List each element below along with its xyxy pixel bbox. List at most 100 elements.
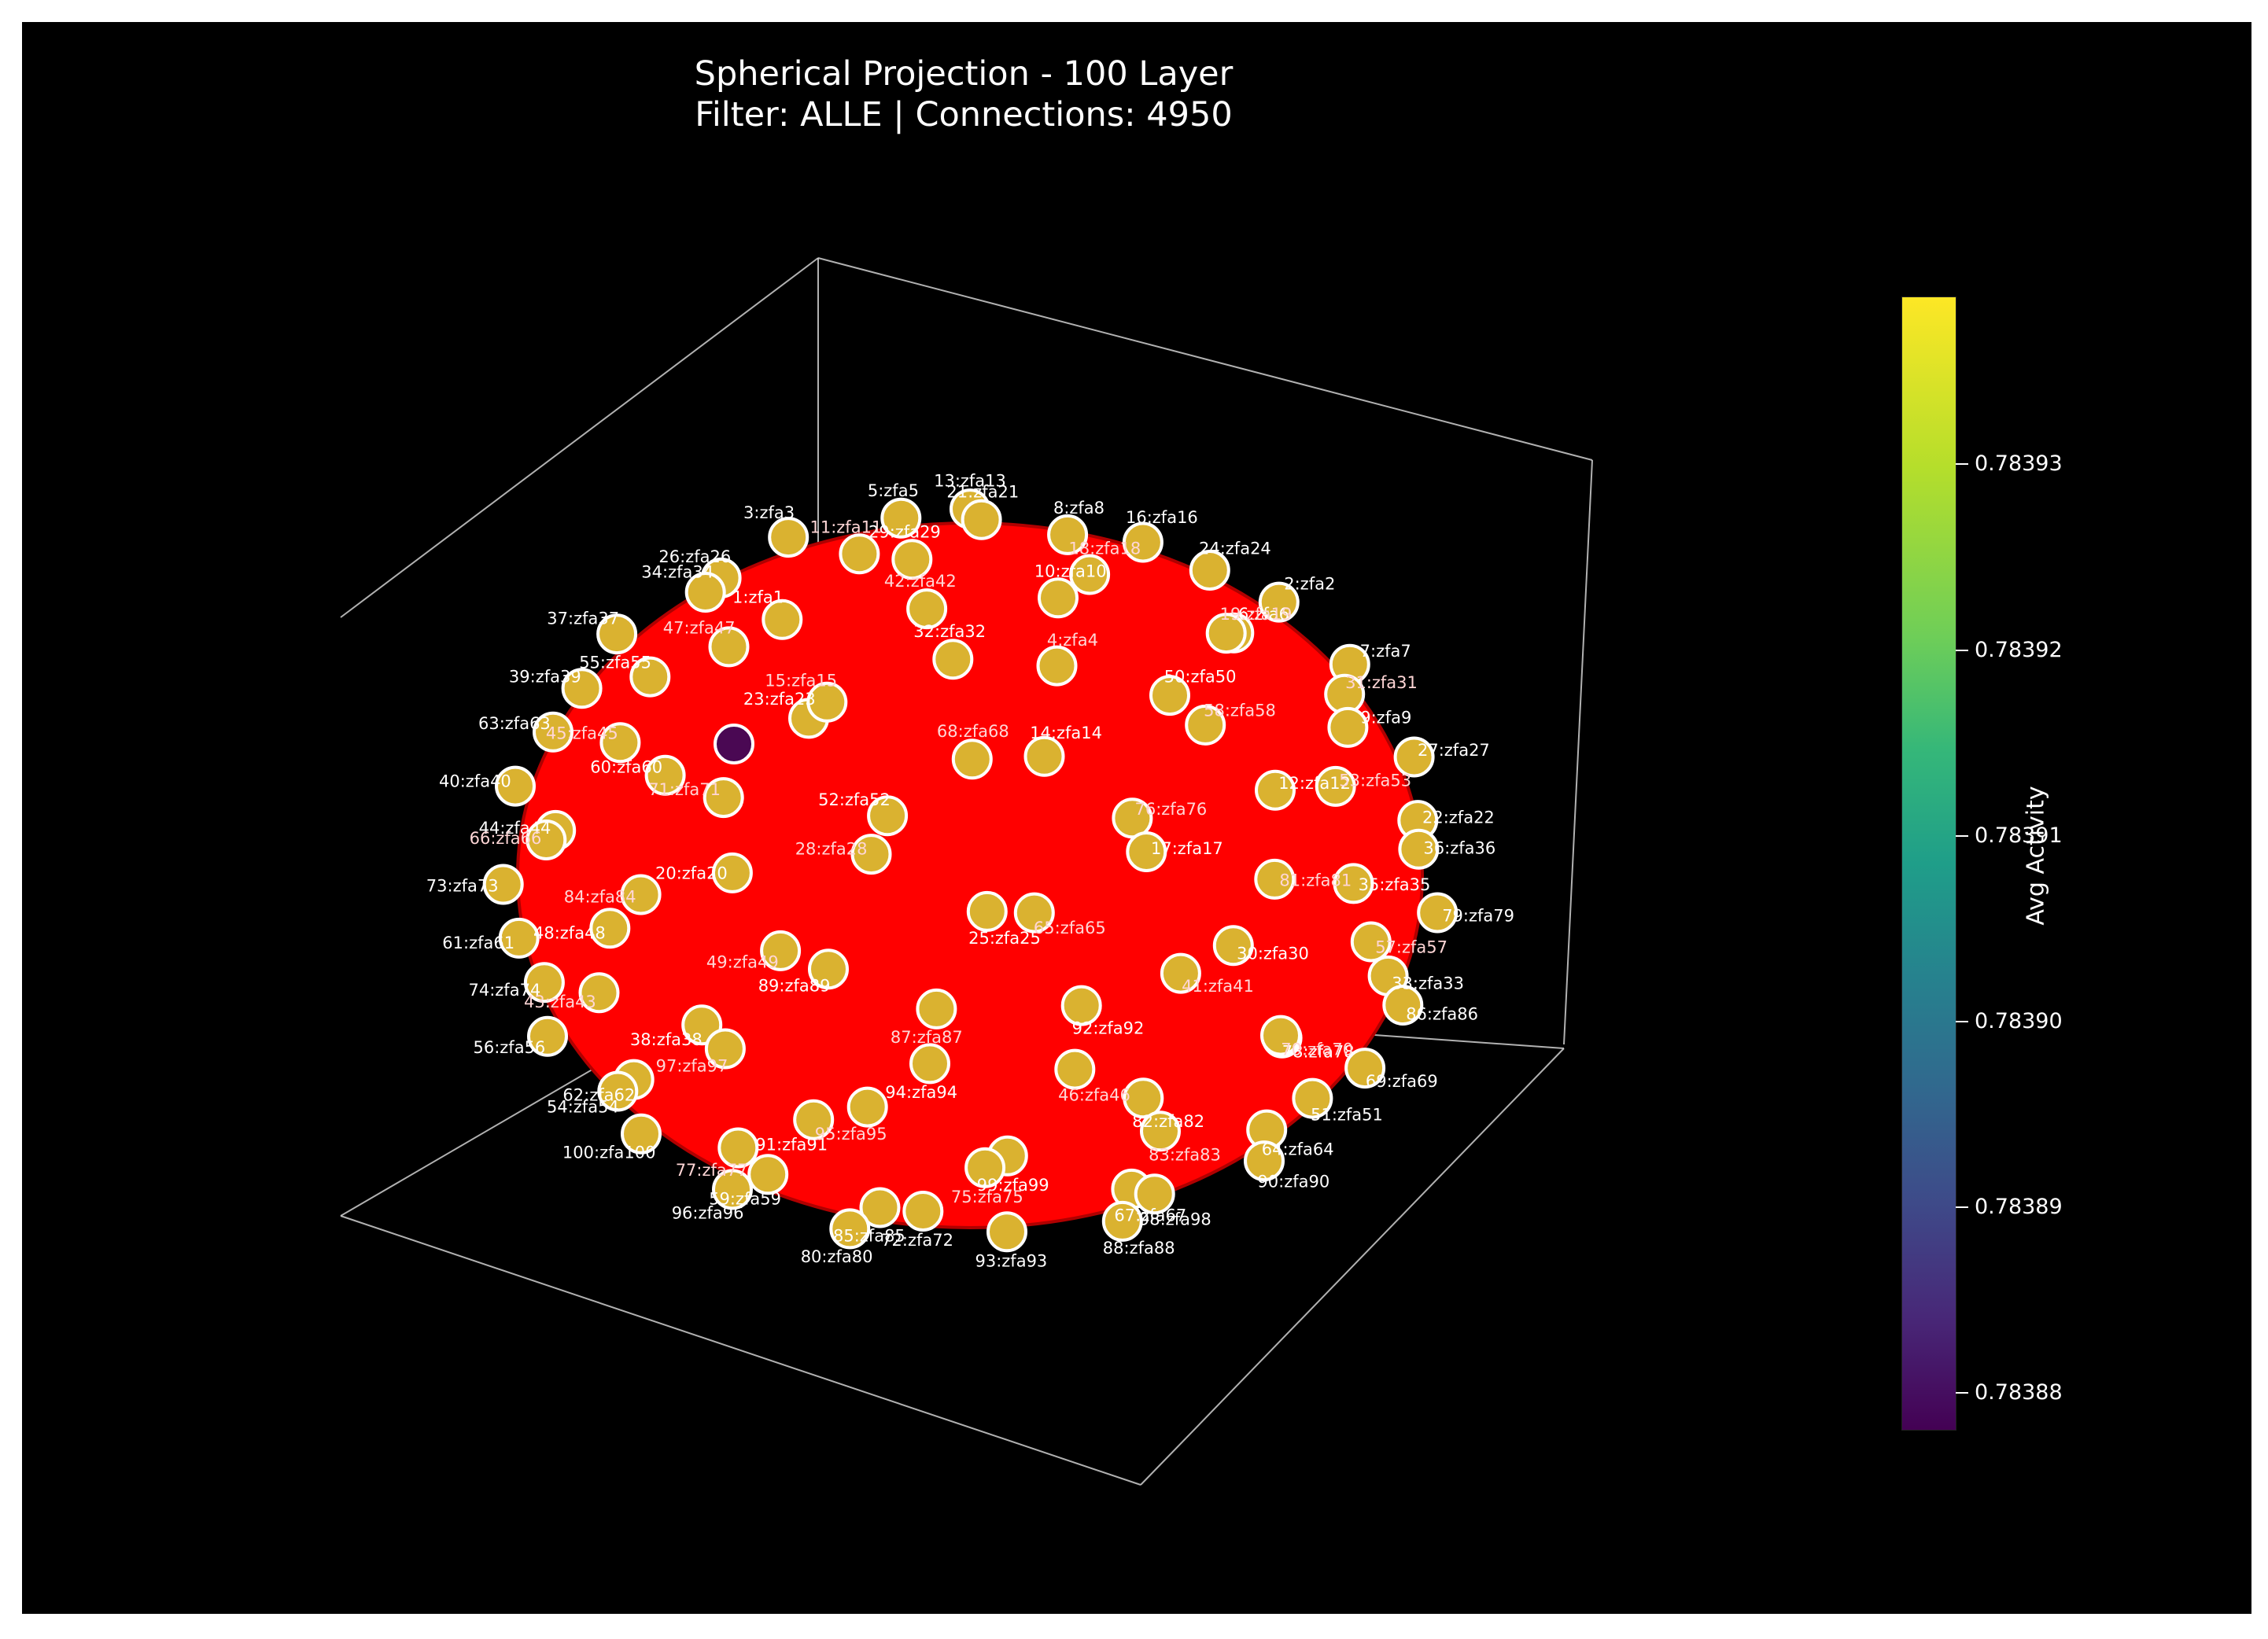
node-label: 24:zfa24 [1199, 539, 1271, 558]
node-label: 6:zfa6 [1238, 605, 1289, 624]
node-label: 78:zfa78 [1282, 1043, 1355, 1062]
node-point [495, 765, 536, 807]
colorbar-tick-label: 0.78390 [1975, 1008, 2063, 1033]
node-label: 22:zfa22 [1422, 808, 1495, 827]
node-point [1122, 521, 1164, 563]
node-label: 93:zfa93 [975, 1252, 1047, 1271]
node-label: 92:zfa92 [1072, 1018, 1145, 1037]
node-label: 25:zfa25 [968, 929, 1041, 948]
node-point [1393, 736, 1435, 778]
node-point [527, 1015, 568, 1057]
node-label: 53:zfa53 [1339, 771, 1411, 790]
node-label: 13:zfa13 [934, 472, 1006, 491]
node-point [1054, 1048, 1096, 1090]
node-label: 21:zfa21 [946, 482, 1019, 501]
node-label: 90:zfa90 [1257, 1172, 1329, 1191]
node-label: 10:zfa10 [1034, 562, 1107, 581]
node-label: 12:zfa12 [1278, 774, 1351, 793]
node-label: 80:zfa80 [801, 1247, 873, 1266]
node-point [621, 1113, 662, 1155]
node-point [839, 533, 880, 575]
node-point [891, 539, 933, 580]
node-label: 45:zfa45 [546, 724, 618, 742]
node-point [1101, 1200, 1143, 1242]
node-point [1185, 704, 1226, 746]
node-point [703, 777, 744, 819]
colorbar-tick-mark [1956, 1020, 1968, 1022]
node-point [1344, 1048, 1386, 1089]
colorbar-tick-label: 0.78393 [1975, 451, 2063, 477]
node-label: 19:zfa19 [1220, 605, 1293, 624]
node-label: 66:zfa66 [470, 829, 542, 848]
node-label: 47:zfa47 [663, 618, 736, 637]
node-label: 99:zfa99 [977, 1176, 1049, 1195]
node-point [712, 1169, 753, 1210]
node-point [964, 1147, 1006, 1188]
node-label: 85:zfa85 [833, 1227, 905, 1246]
node-point [1036, 645, 1078, 687]
node-label: 44:zfa44 [479, 819, 551, 838]
node-label: 3:zfa3 [743, 503, 795, 522]
node-label: 20:zfa20 [655, 864, 728, 883]
node-label: 14:zfa14 [1030, 724, 1102, 742]
node-point [1013, 892, 1055, 934]
node-label: 16:zfa16 [1126, 508, 1198, 527]
node-label: 87:zfa87 [891, 1028, 963, 1047]
node-point [629, 656, 671, 698]
node-label: 76:zfa76 [1134, 800, 1207, 819]
node-label: 98:zfa98 [1139, 1210, 1211, 1229]
node-label: 50:zfa50 [1164, 668, 1237, 687]
node-label: 58:zfa58 [1204, 701, 1276, 720]
node-point [1244, 1140, 1285, 1182]
node-point [909, 1043, 950, 1085]
node-point [620, 874, 662, 915]
node-label: 40:zfa40 [439, 772, 511, 791]
node-point [1160, 952, 1201, 994]
node-label: 48:zfa48 [533, 924, 606, 943]
node-label: 62:zfa62 [562, 1086, 635, 1105]
node-label: 52:zfa52 [818, 790, 891, 809]
node-label: 17:zfa17 [1151, 839, 1223, 858]
node-label: 57:zfa57 [1375, 937, 1447, 956]
node-point [747, 1154, 789, 1195]
node-label: 42:zfa42 [884, 572, 957, 591]
node-point [1255, 769, 1296, 811]
node-point [806, 681, 848, 723]
node-point [1258, 581, 1300, 623]
node-label: 55:zfa55 [579, 653, 651, 672]
node-label: 67:zfa67 [1114, 1206, 1186, 1225]
node-point [1382, 985, 1424, 1026]
node-label: 36:zfa36 [1423, 839, 1495, 858]
node-label: 63:zfa63 [478, 714, 551, 733]
node-point [1254, 858, 1296, 900]
node-point [597, 1070, 639, 1112]
nodes-group [482, 488, 1459, 1253]
node-label: 1:zfa1 [732, 587, 784, 606]
node-point [1350, 921, 1392, 963]
node-label: 32:zfa32 [913, 622, 986, 641]
node-point [1327, 706, 1369, 748]
node-point [916, 988, 957, 1029]
chart-title-line-1: Spherical Projection - 100 Layer [694, 54, 1234, 94]
node-point [1060, 985, 1102, 1026]
node-label: 70:zfa70 [1281, 1040, 1353, 1059]
node-point [808, 948, 849, 990]
node-point [1333, 863, 1374, 904]
node-point [1047, 514, 1089, 555]
node-label: 96:zfa96 [672, 1203, 744, 1222]
node-label: 79:zfa79 [1442, 906, 1514, 925]
node-point [708, 626, 750, 668]
node-point [768, 517, 809, 558]
axis-frame-line [817, 257, 1593, 461]
node-label: 11:zfa11 [809, 518, 882, 537]
node-label: 89:zfa89 [758, 976, 831, 995]
node-point [1140, 1110, 1181, 1152]
node-point [589, 908, 631, 949]
node-label: 41:zfa41 [1182, 977, 1254, 996]
node-label: 4:zfa4 [1047, 631, 1098, 650]
node-label: 77:zfa77 [676, 1161, 748, 1180]
node-point [1126, 831, 1167, 872]
node-label: 95:zfa95 [815, 1125, 887, 1144]
node-point [932, 639, 974, 680]
node-point [599, 722, 641, 764]
